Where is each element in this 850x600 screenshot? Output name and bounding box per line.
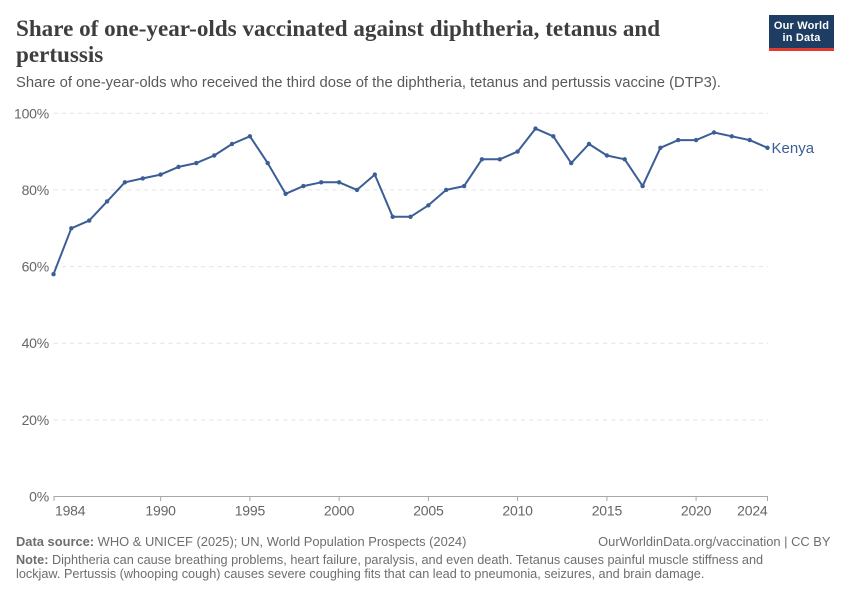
svg-text:2010: 2010	[502, 503, 533, 519]
svg-text:1990: 1990	[145, 503, 176, 519]
svg-text:1984: 1984	[55, 503, 86, 519]
svg-text:60%: 60%	[22, 259, 49, 275]
svg-text:1995: 1995	[235, 503, 266, 519]
svg-text:100%: 100%	[14, 105, 49, 121]
svg-text:2024: 2024	[737, 503, 768, 519]
svg-text:0%: 0%	[29, 489, 49, 505]
svg-text:20%: 20%	[22, 412, 49, 428]
svg-text:2015: 2015	[592, 503, 623, 519]
svg-text:80%: 80%	[22, 182, 49, 198]
svg-text:40%: 40%	[22, 335, 49, 351]
svg-text:2005: 2005	[413, 503, 444, 519]
svg-text:2020: 2020	[681, 503, 712, 519]
svg-text:Kenya: Kenya	[772, 140, 815, 157]
svg-text:2000: 2000	[324, 503, 355, 519]
